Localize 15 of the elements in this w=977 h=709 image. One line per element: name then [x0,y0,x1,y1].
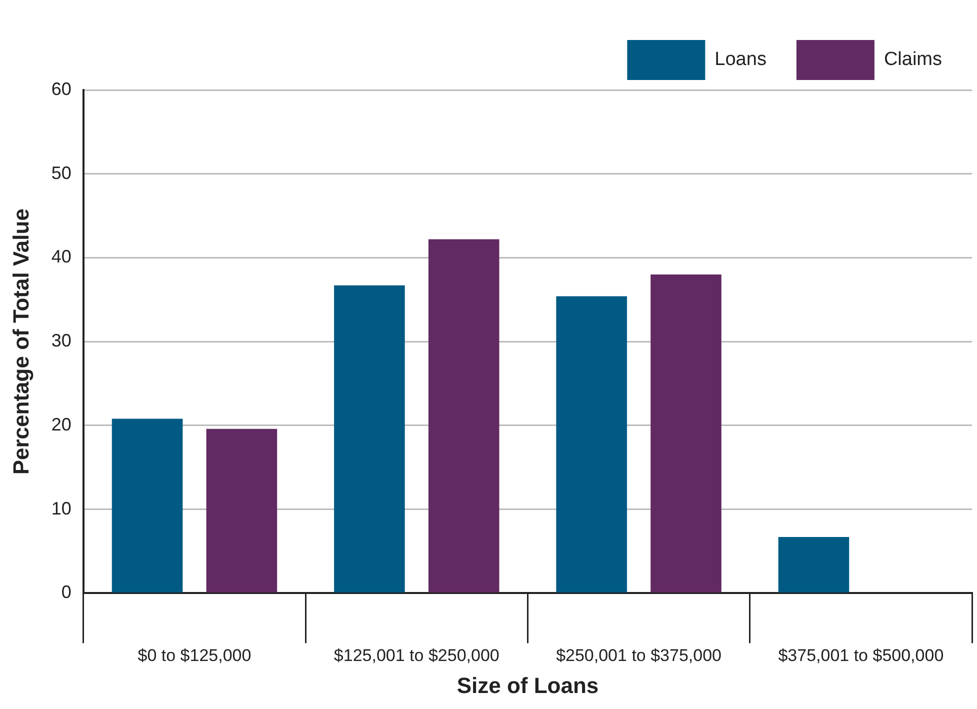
y-tick-label: 0 [61,582,72,602]
x-tick-label: $250,001 to $375,000 [556,646,722,666]
y-tick-label: 20 [51,414,72,434]
x-tick-label: $125,001 to $250,000 [334,646,500,666]
legend-label: Claims [884,49,942,70]
y-axis-title: Percentage of Total Value [8,208,34,475]
x-tick-label: $375,001 to $500,000 [778,646,944,666]
x-axis-title: Size of Loans [456,672,599,698]
legend-label: Loans [714,49,766,70]
y-tick-label: 40 [51,246,72,267]
y-tick-label: 50 [51,162,72,183]
y-tick-label: 60 [51,78,72,99]
y-tick-label: 10 [51,498,72,518]
y-tick-label: 30 [51,330,72,351]
x-tick-label: $0 to $125,000 [138,646,252,666]
